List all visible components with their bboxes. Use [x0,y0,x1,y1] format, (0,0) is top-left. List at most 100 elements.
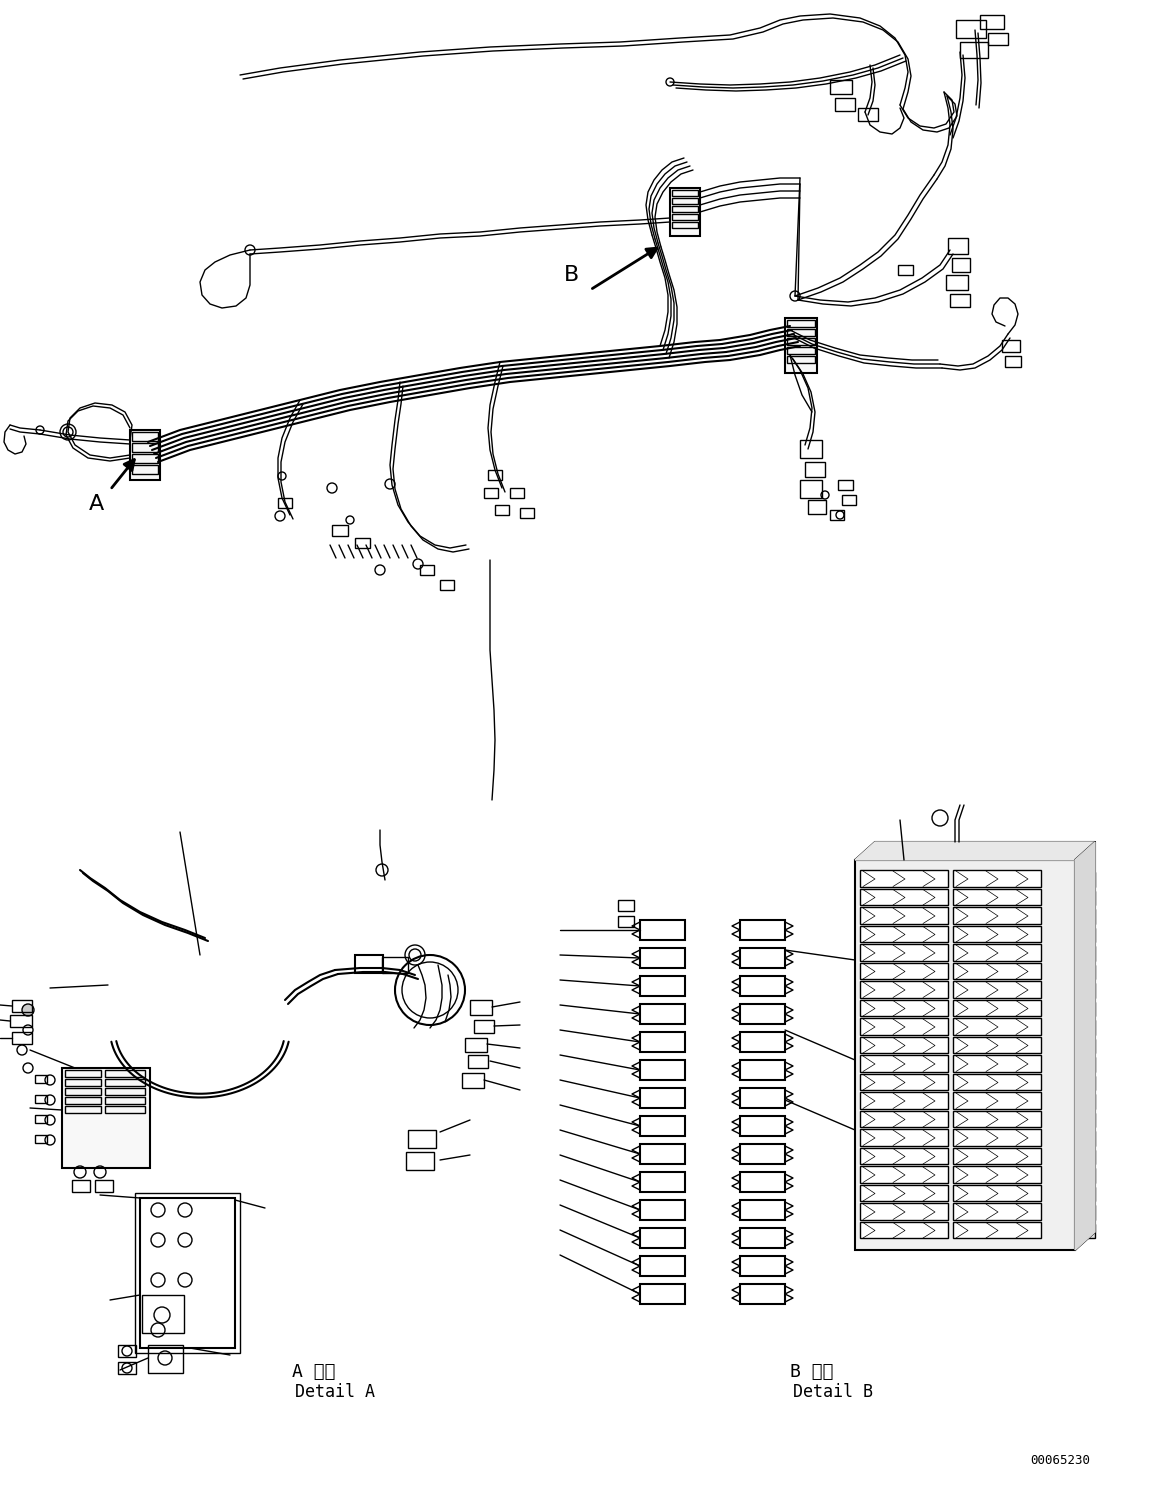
Bar [740,1059,785,1080]
Bar [65,1079,101,1086]
Bar [859,1184,948,1201]
Bar [952,257,970,272]
Bar [12,1033,33,1045]
Bar [950,295,970,307]
Bar [65,1097,101,1104]
Text: B: B [564,265,579,286]
Bar [740,1004,785,1024]
Bar [952,1092,1041,1109]
Bar [148,1345,183,1373]
Bar [952,1018,1041,1034]
Text: Detail A: Detail A [295,1382,374,1402]
Bar [952,888,1041,905]
Bar [1075,946,1096,960]
Bar [440,580,454,591]
Bar [740,948,785,969]
Bar [420,565,434,574]
Bar [640,1059,685,1080]
Bar [858,109,878,121]
Bar [10,1015,33,1027]
Bar [618,917,634,927]
Bar [640,1199,685,1220]
Bar [470,1000,492,1015]
Text: A: A [88,494,104,513]
Bar [740,1173,785,1192]
Polygon shape [855,842,1096,860]
Bar [859,1222,948,1238]
Bar [117,1362,136,1373]
Bar [640,1088,685,1109]
Bar [859,1055,948,1071]
Bar [135,1193,240,1353]
Bar [672,214,698,220]
Circle shape [22,1004,34,1016]
Bar [859,1073,948,1091]
Bar [488,470,502,481]
Bar [465,1039,487,1052]
Bar [855,860,1075,1250]
Bar [131,443,158,452]
Bar [408,1129,436,1149]
Bar [475,1019,494,1033]
Bar [640,1173,685,1192]
Bar [859,1000,948,1016]
Text: B 詳細: B 詳細 [790,1363,834,1381]
Bar [511,488,525,498]
Bar [381,957,408,973]
Bar [35,1135,47,1143]
Bar [672,198,698,204]
Bar [1075,1094,1096,1109]
Bar [859,1037,948,1054]
Bar [952,908,1041,924]
Bar [989,33,1008,45]
Bar [462,1073,484,1088]
Bar [952,1073,1041,1091]
Bar [859,1110,948,1126]
Bar [835,98,855,112]
Bar [72,1180,90,1192]
Bar [1075,1186,1096,1201]
Bar [740,1144,785,1164]
Bar [805,461,825,478]
Bar [1075,1131,1096,1146]
Bar [640,1116,685,1135]
Bar [131,432,158,440]
Bar [830,80,852,94]
Bar [355,955,383,973]
Bar [1005,356,1021,368]
Bar [859,926,948,942]
Bar [95,1180,113,1192]
Bar [1075,1001,1096,1016]
Bar [130,430,160,481]
Bar [952,1037,1041,1054]
Bar [670,187,700,237]
Bar [1075,1113,1096,1126]
Bar [952,1055,1041,1071]
Bar [952,1000,1041,1016]
Bar [740,1199,785,1220]
Bar [640,1228,685,1248]
Bar [785,318,816,373]
Bar [830,510,844,519]
Bar [131,464,158,475]
Bar [952,1202,1041,1220]
Bar [740,1116,785,1135]
Bar [1075,1039,1096,1054]
Bar [839,481,852,490]
Bar [65,1088,101,1095]
Bar [35,1115,47,1123]
Bar [62,1068,150,1168]
Bar [859,870,948,887]
Bar [859,1129,948,1146]
Bar [117,1345,136,1357]
Bar [952,1222,1041,1238]
Bar [859,943,948,960]
Bar [105,1079,145,1086]
Bar [800,440,822,458]
Bar [859,1092,948,1109]
Bar [952,963,1041,979]
Bar [740,1284,785,1303]
Bar [140,1198,235,1348]
Bar [640,1033,685,1052]
Bar [1075,927,1096,942]
